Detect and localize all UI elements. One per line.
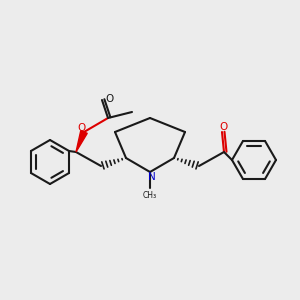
Text: O: O <box>106 94 114 104</box>
Text: CH₃: CH₃ <box>143 190 157 200</box>
Polygon shape <box>76 131 87 152</box>
Text: N: N <box>148 172 156 182</box>
Text: O: O <box>78 123 86 133</box>
Text: O: O <box>220 122 228 132</box>
